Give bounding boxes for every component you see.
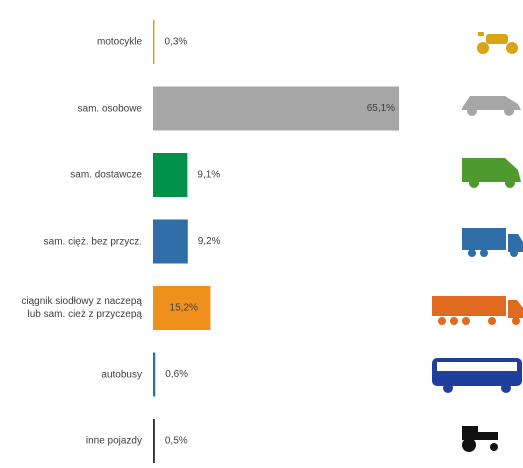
icon-motorcycle [477,32,518,54]
value-label: 9,2% [198,236,221,247]
bar [153,352,156,397]
value-label: 65,1% [367,103,395,114]
category-label: autobusy [101,369,142,380]
bar [153,86,400,131]
value-label: 9,1% [197,170,220,181]
bar [153,286,211,330]
category-label: sam. dostawcze [70,169,142,181]
category-label: inne pojazdy [85,435,142,447]
value-label: 15,2% [170,303,198,314]
icon-truck [462,228,523,257]
bar [153,419,155,463]
category-label: motocykle [96,36,142,48]
icon-tractor [462,426,498,452]
category-label: sam. osobowe [77,103,142,114]
bar [153,219,188,264]
category-label: ciągnik siodłowy z naczepą lub sam. cież… [21,296,142,320]
value-label: 0,5% [165,436,188,447]
category-label: sam. cięż. bez przycz. [43,236,142,247]
icon-van [462,158,521,188]
bar [153,20,155,64]
icon-bus [432,358,522,393]
value-label: 0,6% [165,369,188,380]
icon-car [462,96,521,116]
icon-semi-truck [432,296,523,325]
bar [153,153,188,197]
value-label: 0,3% [165,37,188,48]
